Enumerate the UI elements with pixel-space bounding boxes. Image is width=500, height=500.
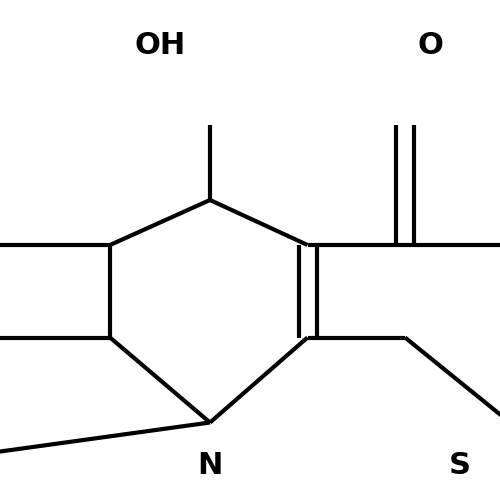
Text: OH: OH xyxy=(134,30,186,60)
Text: N: N xyxy=(198,450,222,480)
Text: O: O xyxy=(417,30,443,60)
Text: S: S xyxy=(449,450,471,480)
